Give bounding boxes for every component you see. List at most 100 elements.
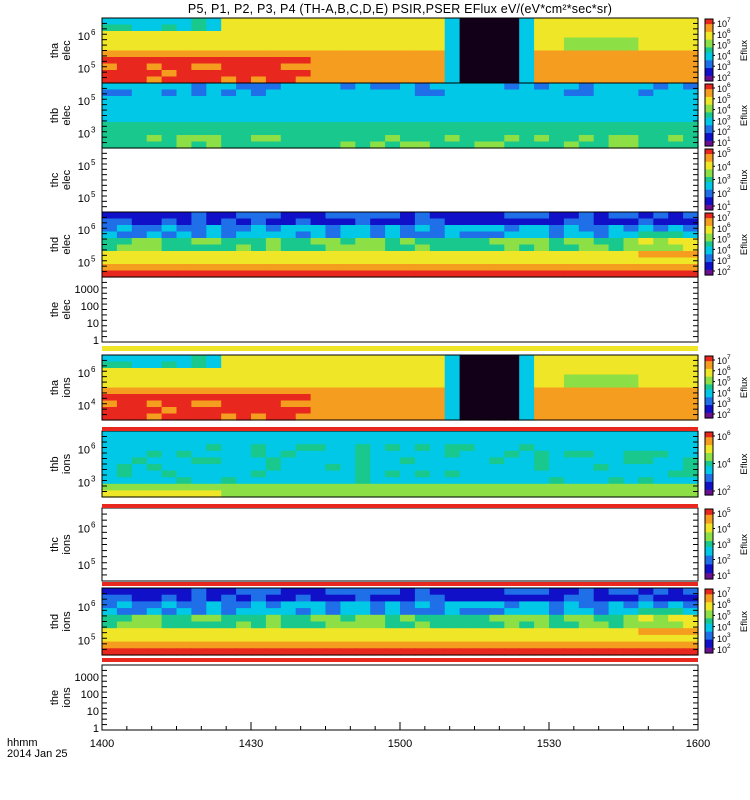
heatmap-cell xyxy=(191,244,207,252)
heatmap-cell xyxy=(429,141,446,149)
heatmap-cell xyxy=(429,601,446,609)
colorbar-tick-label: 10 xyxy=(717,149,727,159)
heatmap-cell xyxy=(206,83,222,91)
heatmap-cell xyxy=(549,89,565,97)
heatmap-cell xyxy=(325,231,341,239)
heatmap-cell xyxy=(623,437,639,445)
heatmap-cell xyxy=(265,31,282,39)
heatmap-cell xyxy=(519,394,535,402)
heatmap-cell xyxy=(623,594,639,602)
heatmap-cell xyxy=(251,608,267,616)
heatmap-cell xyxy=(340,641,356,649)
heatmap-cell xyxy=(251,122,267,130)
heatmap-cell xyxy=(131,141,148,149)
heatmap-cell xyxy=(549,63,565,71)
heatmap-cell xyxy=(102,648,118,656)
heatmap-cell xyxy=(146,270,163,278)
heatmap-cell xyxy=(221,470,237,478)
heatmap-cell xyxy=(653,89,669,97)
heatmap-cell xyxy=(608,490,625,498)
heatmap-cell xyxy=(414,63,431,71)
heatmap-cell xyxy=(578,76,595,84)
heatmap-cell xyxy=(593,634,610,643)
colorbar-segment xyxy=(705,102,713,106)
heatmap-cell xyxy=(236,128,252,136)
colorbar-segment xyxy=(705,166,713,170)
heatmap-cell xyxy=(400,368,416,376)
heatmap-cell xyxy=(549,628,565,636)
heatmap-cell xyxy=(295,96,312,104)
heatmap-cell xyxy=(489,270,505,278)
heatmap-cell xyxy=(623,83,639,91)
colorbar-segment xyxy=(705,109,713,114)
heatmap-cell xyxy=(549,641,565,649)
heatmap-cell xyxy=(444,238,461,246)
heatmap-cell xyxy=(429,89,446,97)
heatmap-cell xyxy=(176,96,192,104)
heatmap-cell xyxy=(563,394,580,402)
heatmap-cell xyxy=(578,444,595,452)
heatmap-cell xyxy=(519,37,535,45)
panel-label: the ions xyxy=(49,687,73,708)
heatmap-cell xyxy=(340,457,356,465)
heatmap-cell xyxy=(608,102,625,110)
heatmap-cell xyxy=(265,76,282,84)
heatmap-cell xyxy=(385,115,401,123)
heatmap-cell xyxy=(519,57,535,65)
heatmap-cell xyxy=(534,594,550,602)
heatmap-cell xyxy=(131,122,148,130)
heatmap-cell xyxy=(489,394,505,402)
heatmap-cell xyxy=(638,368,654,376)
heatmap-cell xyxy=(131,109,148,117)
colorbar-frame xyxy=(704,83,714,147)
heatmap-cell xyxy=(549,477,565,485)
heatmap-cell xyxy=(444,450,461,458)
heatmap-cell xyxy=(668,413,684,421)
heatmap-cell xyxy=(370,601,386,609)
heatmap-cell xyxy=(593,387,610,395)
heatmap-cell xyxy=(310,44,327,52)
heatmap-cell xyxy=(280,634,297,643)
heatmap-cell xyxy=(638,122,654,130)
y-tick-label: 10 xyxy=(78,635,90,647)
heatmap-cell xyxy=(236,212,252,220)
heatmap-cell xyxy=(653,628,669,636)
heatmap-cell xyxy=(385,122,401,130)
colorbar-segment xyxy=(705,254,713,258)
heatmap-cell xyxy=(549,37,565,45)
heatmap-cell xyxy=(414,89,431,97)
y-tick-exponent: 6 xyxy=(91,222,96,231)
colorbar-segment xyxy=(705,251,713,255)
heatmap-cell xyxy=(236,444,252,452)
heatmap-cell xyxy=(519,628,535,636)
heatmap-cell xyxy=(325,450,341,458)
heatmap-cell xyxy=(206,37,222,45)
heatmap-cell xyxy=(102,70,118,78)
heatmap-cell xyxy=(221,490,237,498)
colorbar-segment xyxy=(705,44,713,49)
heatmap-cell xyxy=(474,464,490,472)
heatmap-cell xyxy=(668,122,684,130)
heatmap-cell xyxy=(474,257,490,265)
heatmap-cell xyxy=(474,361,490,369)
heatmap-cell xyxy=(593,44,610,52)
heatmap-cell xyxy=(668,70,684,78)
heatmap-cell xyxy=(504,141,520,149)
colorbar-tick-exponent: 4 xyxy=(727,523,731,530)
heatmap-cell xyxy=(370,490,386,498)
heatmap-cell xyxy=(131,18,148,26)
heatmap-cell xyxy=(206,141,222,149)
heatmap-cell xyxy=(251,18,267,26)
heatmap-cell xyxy=(161,588,178,596)
heatmap-cell xyxy=(161,464,178,472)
heatmap-cell xyxy=(295,251,312,259)
heatmap-cell xyxy=(236,244,252,252)
heatmap-cell xyxy=(191,387,207,395)
heatmap-cell xyxy=(593,648,610,656)
heatmap-cell xyxy=(176,264,192,272)
heatmap-cell xyxy=(400,63,416,71)
heatmap-cell xyxy=(593,37,610,45)
heatmap-cell xyxy=(251,57,267,65)
heatmap-cell xyxy=(251,109,267,117)
heatmap-cell xyxy=(638,621,654,629)
